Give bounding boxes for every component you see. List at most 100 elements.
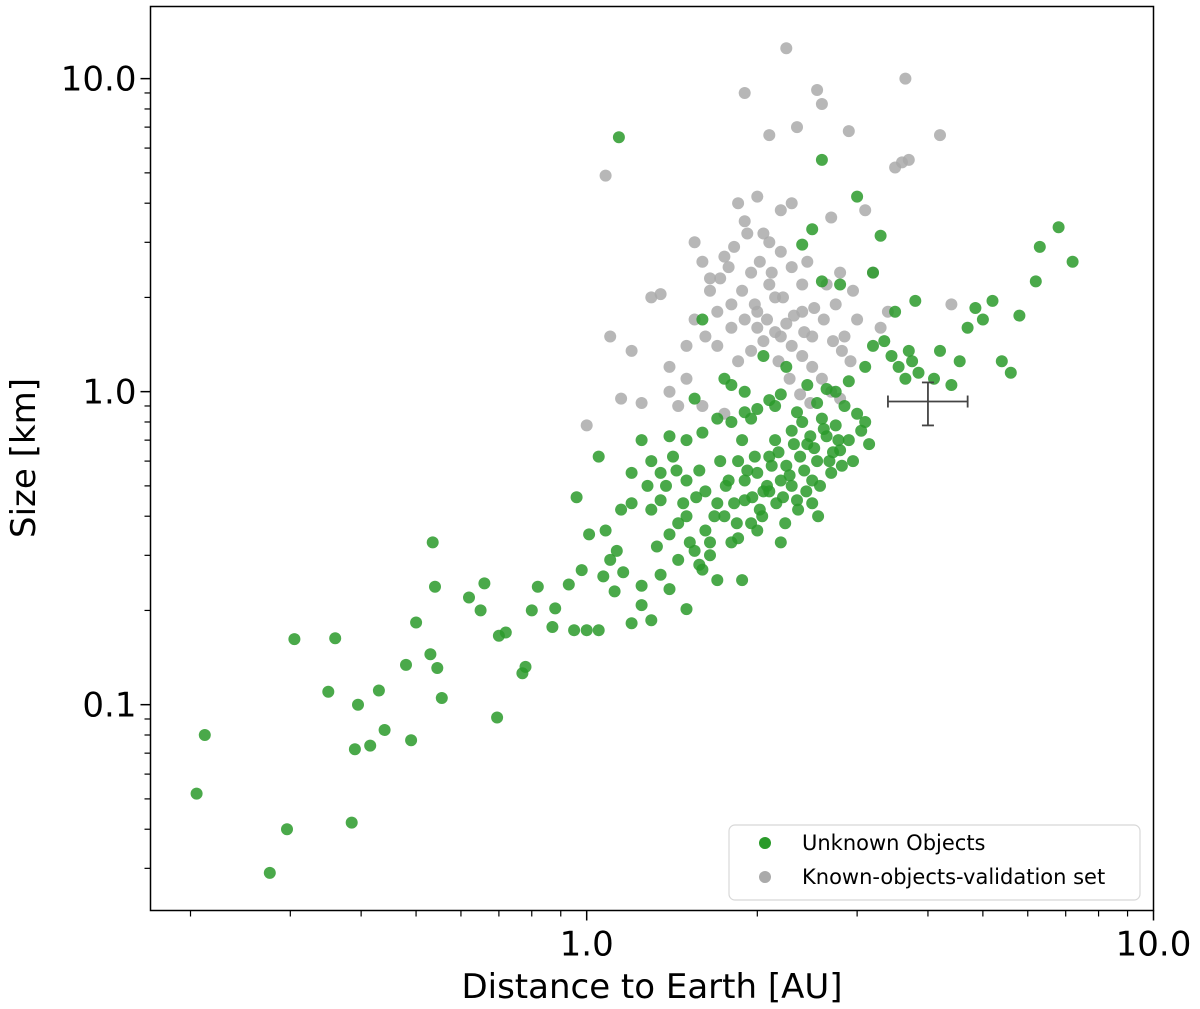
unknown-object-point: [738, 385, 751, 398]
unknown-object-point: [961, 321, 974, 334]
known-object-point: [599, 169, 612, 182]
known-object-point: [654, 288, 667, 301]
unknown-object-point: [696, 313, 709, 326]
unknown-object-point: [804, 430, 817, 443]
unknown-object-point: [763, 485, 776, 498]
known-object-point: [769, 326, 782, 339]
unknown-object-point: [688, 392, 701, 405]
legend-label-unknown-objects: Unknown Objects: [802, 831, 986, 855]
unknown-object-point: [995, 355, 1008, 368]
unknown-object-point: [597, 570, 610, 583]
unknown-object-point: [288, 633, 301, 646]
unknown-object-point: [680, 603, 693, 616]
known-object-point: [794, 388, 807, 401]
unknown-object-point: [435, 692, 448, 704]
unknown-object-point: [785, 479, 798, 492]
unknown-object-point: [769, 400, 782, 412]
unknown-object-point: [751, 403, 764, 415]
known-object-point: [785, 339, 798, 352]
known-object-point: [777, 291, 789, 304]
unknown-object-point: [815, 275, 828, 288]
unknown-object-point: [798, 464, 811, 477]
unknown-object-point: [491, 711, 504, 724]
unknown-object-point: [699, 485, 712, 498]
known-object-point: [945, 298, 958, 311]
unknown-object-point: [474, 604, 487, 617]
unknown-object-point: [612, 131, 625, 144]
unknown-object-point: [774, 388, 787, 401]
unknown-object-point: [672, 553, 685, 566]
known-object-point: [672, 400, 685, 412]
legend-box: [728, 824, 1141, 901]
unknown-object-point: [909, 294, 922, 307]
unknown-object-point: [348, 743, 361, 756]
unknown-object-point: [654, 494, 667, 507]
unknown-object-point: [859, 416, 872, 428]
known-object-point: [757, 227, 770, 240]
known-object-point: [635, 397, 648, 409]
unknown-object-point: [718, 510, 731, 523]
unknown-object-point: [780, 459, 793, 472]
unknown-object-point: [568, 624, 581, 637]
unknown-object-point: [812, 510, 825, 523]
unknown-object-point: [604, 553, 617, 566]
known-object-point: [688, 236, 701, 249]
unknown-object-point: [525, 604, 538, 617]
unknown-object-point: [780, 360, 793, 373]
known-object-point: [829, 298, 842, 311]
unknown-object-point: [906, 355, 919, 368]
unknown-object-point: [892, 360, 905, 373]
unknown-object-point: [410, 616, 423, 629]
unknown-object-point: [728, 497, 741, 510]
unknown-object-point: [400, 658, 412, 671]
unknown-object-point: [531, 580, 544, 593]
unknown-object-point: [546, 621, 559, 633]
known-object-point: [796, 350, 809, 362]
unknown-object-point: [431, 662, 444, 674]
unknown-object-point: [663, 583, 676, 596]
unknown-object-point: [1052, 221, 1065, 234]
unknown-object-point: [769, 434, 782, 447]
unknown-object-point: [654, 466, 667, 479]
unknown-object-point: [885, 350, 898, 362]
unknown-object-point: [549, 602, 562, 615]
unknown-object-point: [820, 383, 833, 395]
unknown-object-point: [625, 617, 638, 630]
known-object-point: [615, 392, 628, 405]
unknown-object-point: [667, 450, 679, 463]
known-object-point: [663, 385, 676, 398]
unknown-object-point: [519, 660, 532, 673]
unknown-object-point: [763, 450, 776, 463]
known-object-point: [780, 42, 793, 55]
unknown-object-point: [874, 229, 887, 242]
unknown-object-point: [847, 455, 859, 468]
unknown-object-point: [912, 366, 925, 379]
unknown-object-point: [827, 446, 839, 459]
unknown-object-point: [1066, 255, 1079, 268]
known-object-point: [728, 240, 741, 253]
unknown-object-point: [741, 464, 754, 477]
unknown-object-point: [835, 459, 848, 472]
unknown-object-point: [730, 517, 743, 530]
known-object-point: [774, 245, 787, 258]
known-object-point: [732, 197, 745, 210]
unknown-object-point: [808, 442, 821, 455]
y-axis: 0.1 1.0 10.0: [61, 60, 151, 869]
known-object-point: [738, 87, 751, 99]
known-object-point: [785, 261, 798, 274]
known-object-point: [748, 298, 761, 311]
unknown-object-point: [690, 491, 703, 504]
known-object-point: [753, 255, 766, 268]
unknown-object-point: [592, 450, 605, 463]
known-object-point: [765, 266, 778, 279]
known-object-point: [738, 313, 751, 326]
unknown-object-point: [1004, 366, 1017, 379]
points-layer: [190, 42, 1079, 879]
unknown-object-point: [608, 585, 621, 598]
unknown-object-point: [583, 528, 596, 541]
unknown-object-point: [815, 153, 828, 166]
known-object-point: [736, 284, 749, 297]
unknown-object-point: [801, 379, 814, 391]
known-object-point: [874, 321, 887, 334]
unknown-object-point: [345, 816, 358, 829]
